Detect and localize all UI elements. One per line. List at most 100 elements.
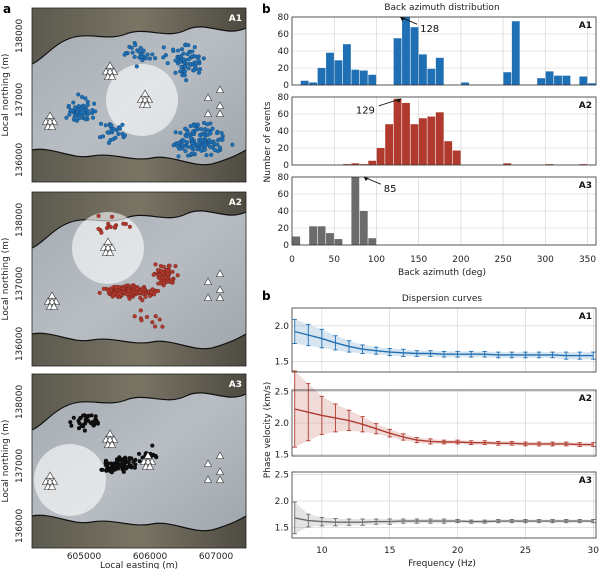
hist-bar xyxy=(385,124,394,165)
event-dot xyxy=(109,214,115,219)
hist-bar xyxy=(309,226,318,245)
event-dot xyxy=(155,268,160,273)
hist-bar xyxy=(368,160,377,165)
event-dot xyxy=(108,468,114,473)
event-dot xyxy=(195,127,200,132)
event-dot xyxy=(185,130,190,135)
event-dot xyxy=(190,54,195,59)
station-icon xyxy=(215,293,225,301)
event-dot xyxy=(191,129,196,134)
hist-xtick: 100 xyxy=(368,255,385,265)
event-dot xyxy=(139,318,144,323)
event-dot xyxy=(141,48,146,53)
hist-ytick: 0 xyxy=(283,241,289,251)
station-icon xyxy=(203,293,213,301)
stations-A2 xyxy=(43,237,225,310)
event-dot xyxy=(79,110,84,115)
disp-series-line xyxy=(294,517,594,523)
hist-bar xyxy=(368,238,377,245)
hist-bar xyxy=(587,83,596,85)
event-dot xyxy=(97,290,102,295)
event-dot xyxy=(144,314,150,320)
event-dot xyxy=(199,127,204,132)
hist-bar xyxy=(427,116,436,165)
map-ytick: 136000 xyxy=(15,143,25,178)
map-ytick: 136000 xyxy=(15,509,25,544)
station-icon xyxy=(215,85,225,93)
event-dot xyxy=(192,45,197,50)
hist-bar xyxy=(562,75,571,85)
event-dot xyxy=(160,324,165,329)
event-dot xyxy=(171,47,176,52)
event-dot xyxy=(125,292,130,297)
disp-ytick: 1.5 xyxy=(275,523,289,533)
event-dot xyxy=(171,143,176,148)
event-dot xyxy=(96,213,101,218)
event-dot xyxy=(190,49,195,54)
hist-bar xyxy=(351,177,360,245)
event-dot xyxy=(99,230,104,235)
event-dot xyxy=(121,286,126,291)
map-label-A3: A3 xyxy=(229,380,242,390)
event-dot xyxy=(85,102,90,108)
event-dot xyxy=(161,280,166,285)
stations-A1 xyxy=(41,61,225,130)
event-dot xyxy=(130,50,135,55)
hist-ytick: 80 xyxy=(278,13,290,23)
event-dot xyxy=(200,131,206,136)
hist-bar xyxy=(410,27,419,85)
hist-title: Back azimuth distribution xyxy=(384,3,499,13)
map-xtick: 607000 xyxy=(199,552,234,562)
event-dot xyxy=(113,224,118,229)
event-dot xyxy=(173,70,178,75)
event-dot xyxy=(151,272,156,277)
event-dot xyxy=(92,101,97,106)
event-dot xyxy=(117,126,123,131)
event-dot xyxy=(108,224,113,230)
event-dot xyxy=(113,466,118,472)
event-dot xyxy=(138,295,143,300)
event-dot xyxy=(150,443,155,448)
hist-bar xyxy=(309,82,318,85)
station-icon xyxy=(203,109,213,117)
event-dot xyxy=(156,281,161,286)
event-dot xyxy=(182,64,187,69)
event-dot xyxy=(203,142,208,147)
hist-bar xyxy=(317,68,326,85)
hist-bar xyxy=(368,74,377,85)
event-dot xyxy=(66,103,71,108)
disp-panel-label: A1 xyxy=(579,312,592,322)
map-ytick: 138000 xyxy=(15,19,25,54)
event-dot xyxy=(89,421,94,426)
event-cloud-A3 xyxy=(68,413,159,475)
hist-bar xyxy=(503,72,512,85)
event-dot xyxy=(160,275,165,280)
event-dot xyxy=(137,459,142,464)
event-dot xyxy=(131,459,136,464)
disp-ytick: 2.0 xyxy=(275,497,290,507)
stations-A3 xyxy=(41,429,225,490)
event-dot xyxy=(208,131,213,136)
event-dot xyxy=(204,153,209,158)
event-dot xyxy=(161,264,166,269)
event-dot xyxy=(71,100,76,105)
event-cloud-A1 xyxy=(64,40,235,159)
event-dot xyxy=(90,108,95,113)
event-cloud-A2 xyxy=(96,213,180,329)
event-dot xyxy=(191,68,196,73)
event-dot xyxy=(120,122,125,127)
event-dot xyxy=(198,67,203,72)
event-dot xyxy=(183,69,188,74)
disp-series-line xyxy=(294,330,594,357)
event-dot xyxy=(188,135,193,140)
hist-bar xyxy=(418,54,427,85)
event-dot xyxy=(184,78,189,83)
hist-ytick: 40 xyxy=(278,47,290,57)
hist-bar xyxy=(410,124,419,165)
event-dot xyxy=(153,56,158,61)
map-label-A1: A1 xyxy=(229,14,242,24)
hist-bar xyxy=(511,21,520,85)
map-label-A2: A2 xyxy=(229,198,242,208)
event-dot xyxy=(75,110,80,115)
event-dot xyxy=(230,142,235,147)
